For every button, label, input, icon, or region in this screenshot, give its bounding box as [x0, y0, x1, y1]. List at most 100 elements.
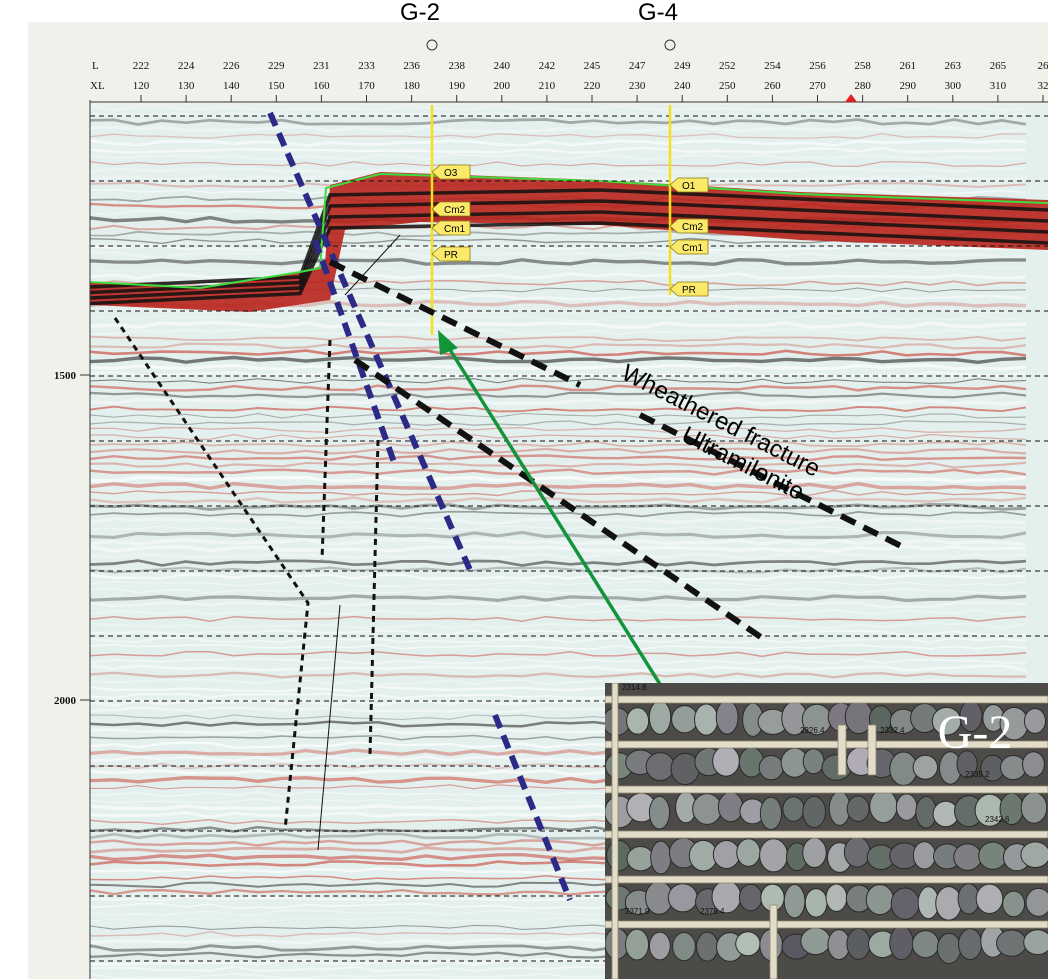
inline-label: L	[92, 60, 99, 72]
inline-number: 254	[764, 60, 781, 72]
core-piece	[1024, 930, 1048, 955]
core-piece	[1024, 709, 1045, 734]
crossline-label: XL	[90, 80, 105, 92]
inline-number: 252	[719, 60, 736, 72]
crossline-number: 160	[313, 80, 330, 92]
core-piece	[979, 842, 1007, 869]
core-piece	[627, 847, 654, 871]
core-piece	[896, 794, 917, 820]
core-piece	[693, 794, 722, 825]
core-piece	[649, 932, 670, 960]
core-piece	[627, 708, 649, 734]
core-piece	[718, 792, 743, 822]
core-piece	[866, 885, 893, 915]
core-post	[838, 725, 846, 775]
core-piece	[783, 797, 804, 822]
inline-number: 247	[629, 60, 646, 72]
inline-number: 258	[854, 60, 871, 72]
crossline-number: 240	[674, 80, 691, 92]
crossline-number: 32	[1038, 80, 1048, 92]
core-piece	[646, 753, 674, 781]
depth-mark: 2335.2	[965, 770, 990, 779]
core-piece	[937, 933, 960, 963]
core-piece	[913, 842, 935, 869]
depth-mark: 2342.6	[985, 815, 1010, 824]
core-piece	[954, 844, 982, 870]
crossline-number: 300	[945, 80, 962, 92]
crossline-number: 170	[358, 80, 375, 92]
depth-mark: 2314.8	[622, 683, 647, 692]
core-piece	[976, 884, 1003, 913]
core-photo: 2314.82326.42332.42335.22342.62371.92375…	[603, 683, 1048, 979]
core-piece	[801, 928, 831, 955]
horizon-tag: Cm2	[444, 205, 466, 216]
core-piece	[737, 839, 760, 867]
crossline-number: 210	[539, 80, 556, 92]
horizon-tag: Cm1	[444, 224, 466, 235]
core-piece	[713, 746, 740, 776]
core-piece	[672, 706, 698, 733]
core-piece	[844, 837, 870, 867]
core-piece	[713, 840, 739, 868]
depth-mark: 2375.4	[700, 907, 725, 916]
core-piece	[847, 796, 869, 821]
inline-number: 229	[268, 60, 285, 72]
depth-mark: 2371.9	[625, 907, 650, 916]
crossline-number: 200	[494, 80, 511, 92]
core-piece	[668, 884, 697, 912]
horizon-tag: Cm1	[682, 243, 704, 254]
core-piece	[912, 931, 939, 958]
core-piece	[673, 932, 696, 960]
core-post	[868, 725, 876, 775]
core-piece	[760, 797, 781, 829]
crossline-number: 140	[223, 80, 240, 92]
core-piece	[847, 928, 870, 959]
core-piece	[1026, 888, 1048, 916]
crossline-number: 180	[403, 80, 420, 92]
core-piece	[784, 885, 805, 918]
core-piece	[997, 930, 1027, 956]
core-piece	[760, 839, 788, 872]
core-piece	[697, 932, 718, 961]
inline-number: 224	[178, 60, 195, 72]
horizon-tag: Cm2	[682, 222, 704, 233]
core-piece	[1023, 752, 1045, 778]
crossline-number: 150	[268, 80, 285, 92]
core-piece	[1021, 842, 1048, 868]
core-piece	[695, 704, 718, 735]
inline-number: 233	[358, 60, 375, 72]
crossline-number: 130	[178, 80, 195, 92]
horizon-tag: PR	[682, 285, 696, 296]
core-piece	[739, 884, 762, 911]
core-piece	[1021, 792, 1047, 823]
time-label: 1500	[54, 370, 77, 382]
horizon-tag: O1	[682, 181, 696, 192]
core-divider	[605, 696, 1048, 703]
core-piece	[651, 841, 671, 874]
crossline-number: 290	[899, 80, 916, 92]
core-piece	[649, 796, 669, 829]
inline-number: 265	[990, 60, 1007, 72]
horizon-tag: O3	[444, 168, 458, 179]
crossline-number: 260	[764, 80, 781, 92]
inline-number: 26	[1038, 60, 1048, 72]
crossline-number: 270	[809, 80, 826, 92]
core-piece	[805, 889, 827, 918]
core-divider	[605, 921, 1048, 928]
time-label: 2000	[54, 695, 77, 707]
depth-mark: 2332.4	[880, 726, 905, 735]
core-piece	[716, 700, 738, 734]
core-piece	[870, 790, 897, 823]
core-piece	[649, 701, 670, 735]
inline-number: 222	[133, 60, 150, 72]
core-post	[770, 905, 777, 979]
crossline-number: 280	[854, 80, 871, 92]
crossline-number: 120	[133, 80, 150, 92]
core-piece	[625, 929, 648, 960]
inline-number: 261	[899, 60, 916, 72]
inline-number: 249	[674, 60, 691, 72]
core-piece	[1003, 891, 1025, 917]
inline-number: 240	[494, 60, 511, 72]
core-divider	[605, 831, 1048, 838]
crossline-number: 190	[448, 80, 465, 92]
